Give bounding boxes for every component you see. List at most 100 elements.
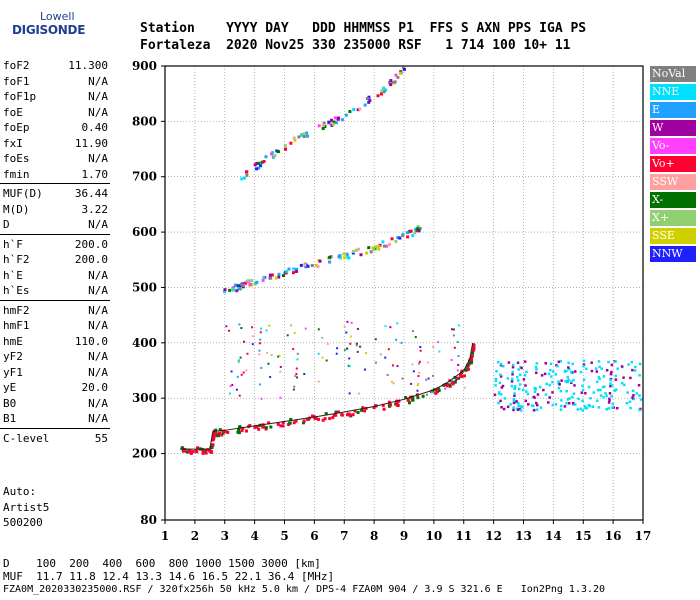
- clutter-point: [566, 380, 570, 384]
- clutter-point: [418, 362, 421, 365]
- echo-point: [310, 414, 314, 418]
- echo-point: [334, 410, 338, 414]
- station-header: Station YYYY DAY DDD HHMMSS P1 FFS S AXN…: [140, 20, 586, 54]
- clutter-point: [294, 375, 297, 378]
- echo-point: [411, 398, 415, 402]
- echo-point: [238, 287, 242, 291]
- clutter-point: [611, 402, 615, 406]
- param-name: hmF2: [3, 303, 30, 317]
- clutter-point: [609, 384, 612, 388]
- clutter-point: [574, 370, 577, 373]
- clutter-point: [563, 405, 567, 408]
- clutter-point: [532, 395, 536, 399]
- clutter-point: [426, 361, 429, 364]
- echo-point: [212, 432, 216, 436]
- echo-point: [385, 244, 389, 248]
- clutter-point: [260, 366, 263, 369]
- clutter-point: [511, 370, 514, 374]
- echo-point: [337, 255, 341, 259]
- echo-point: [459, 373, 463, 377]
- x-tick-label: 2: [191, 529, 199, 543]
- echo-point: [332, 120, 336, 124]
- clutter-point: [457, 355, 460, 358]
- scaled-parameters-panel: foF2 11.300 foF1 N/A foF1p N/A foE N/A foEp 0.40 f…: [0, 58, 112, 446]
- param-value: N/A: [88, 90, 108, 103]
- x-tick-label: 15: [575, 529, 592, 543]
- echo-point: [281, 424, 285, 428]
- param-value: N/A: [88, 365, 108, 379]
- param-value: 1.70: [81, 167, 109, 181]
- clutter-point: [592, 391, 596, 394]
- clutter-point: [535, 368, 538, 371]
- echo-point: [345, 252, 349, 256]
- echo-point: [277, 275, 281, 279]
- clutter-point: [416, 384, 419, 387]
- clutter-point: [506, 405, 510, 409]
- echo-point: [356, 108, 360, 112]
- echo-point: [323, 125, 327, 129]
- param-row: foF1 N/A: [0, 74, 112, 90]
- clutter-point: [600, 367, 604, 370]
- param-name: yF1: [3, 365, 23, 379]
- param-value: 3.22: [81, 202, 109, 216]
- clutter-point: [625, 401, 629, 405]
- clutter-point: [630, 360, 634, 364]
- echo-point: [369, 250, 373, 254]
- clutter-point: [501, 365, 505, 368]
- echo-point: [388, 243, 392, 247]
- clutter-point: [610, 370, 613, 374]
- header-labels: Station YYYY DAY DDD HHMMSS P1 FFS S AXN…: [140, 21, 587, 36]
- echo-point: [379, 92, 383, 96]
- echo-point: [306, 417, 310, 421]
- clutter-point: [605, 368, 609, 372]
- echo-point: [336, 117, 340, 121]
- clutter-point: [450, 358, 453, 361]
- clutter-point: [236, 375, 239, 378]
- echo-point: [292, 136, 296, 140]
- echo-point: [401, 233, 405, 237]
- clutter-point: [516, 408, 520, 411]
- echo-point: [466, 368, 470, 372]
- clutter-point: [534, 387, 537, 391]
- clutter-point: [605, 394, 608, 398]
- y-tick-label: 600: [132, 225, 157, 239]
- echo-point: [264, 155, 268, 159]
- param-value: N/A: [88, 284, 108, 297]
- clutter-point: [564, 379, 567, 383]
- clutter-point: [356, 327, 359, 330]
- echo-point: [288, 421, 292, 425]
- clutter-point: [501, 384, 505, 388]
- clutter-point: [522, 378, 526, 381]
- clutter-point: [612, 406, 615, 409]
- clutter-point: [506, 377, 510, 380]
- clutter-point: [325, 359, 328, 362]
- clutter-point: [520, 366, 523, 370]
- echo-point: [273, 154, 277, 158]
- clutter-point: [438, 350, 441, 353]
- clutter-point: [549, 362, 553, 366]
- echo-point: [237, 431, 241, 435]
- clutter-point: [613, 389, 617, 392]
- echo-point: [260, 160, 264, 164]
- clutter-point: [540, 374, 544, 377]
- echo-point: [340, 413, 344, 417]
- clutter-point: [500, 406, 503, 409]
- clutter-point: [365, 352, 368, 355]
- echo-point: [270, 273, 274, 277]
- x-tick-label: 7: [340, 529, 348, 543]
- echo-point: [343, 256, 347, 260]
- clutter-point: [295, 372, 298, 375]
- echo-point: [275, 149, 279, 153]
- echo-point: [261, 278, 265, 282]
- clutter-point: [392, 382, 395, 385]
- legend-item: X-: [650, 192, 696, 208]
- clutter-point: [246, 352, 249, 355]
- echo-point: [299, 263, 303, 267]
- echo-point: [289, 141, 293, 145]
- echo-point: [302, 134, 306, 138]
- clutter-point: [410, 382, 413, 385]
- clutter-point: [237, 359, 240, 362]
- clutter-point: [500, 386, 504, 389]
- clutter-point: [581, 409, 585, 412]
